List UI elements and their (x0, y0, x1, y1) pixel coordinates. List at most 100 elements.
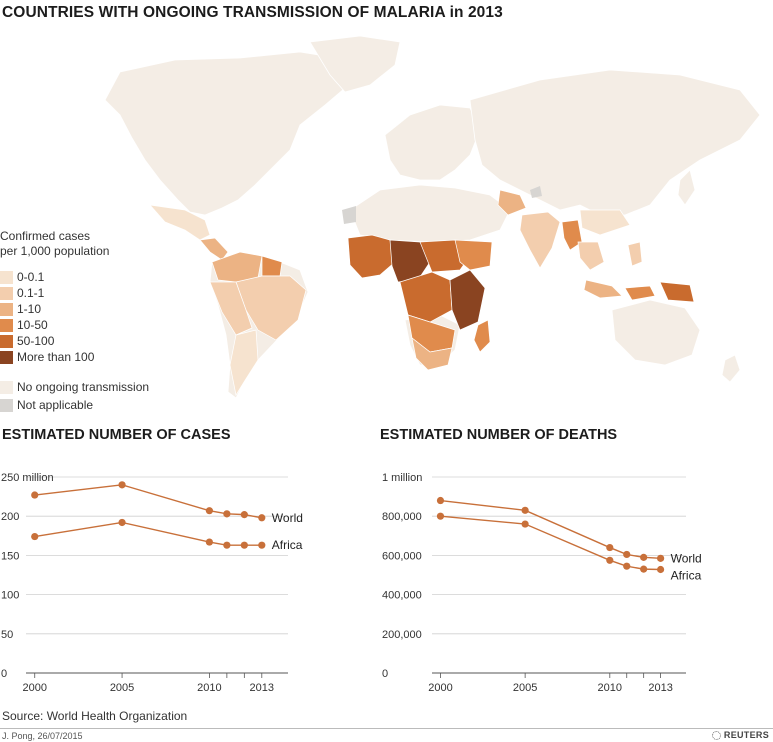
data-point (240, 511, 248, 519)
series-label-africa: Africa (272, 538, 303, 552)
china-south-shape (579, 209, 631, 236)
x-tick-label: 2000 (428, 682, 452, 694)
west-africa-shape (347, 234, 396, 279)
data-point (623, 562, 631, 570)
congo-basin-shape (399, 271, 453, 323)
x-tick-label: 2010 (598, 682, 622, 694)
philippines-shape (627, 241, 643, 267)
y-tick-label: 800,000 (382, 511, 422, 523)
legend-label: 10-50 (17, 318, 48, 332)
series-label-world: World (671, 551, 702, 565)
world-map-svg (104, 35, 761, 399)
india-shape (519, 211, 561, 269)
australia-shape (611, 299, 701, 366)
data-point (657, 554, 665, 562)
y-tick-label: 150 (1, 550, 19, 562)
north-america-shape (104, 51, 351, 216)
indonesia-east-shape (624, 285, 656, 301)
legend-swatch (0, 287, 13, 301)
legend-title-line1: Confirmed cases (0, 229, 91, 243)
east-africa-north-shape (454, 239, 493, 271)
x-tick-label: 2000 (22, 682, 46, 694)
legend-swatch (0, 271, 13, 285)
legend-swatch (0, 303, 13, 317)
legend-item: 1-10 (0, 302, 41, 317)
legend-swatch (0, 319, 13, 333)
data-point (657, 565, 665, 574)
x-tick-label: 2013 (648, 682, 672, 694)
guianas-shape (261, 255, 283, 277)
legend-label: No ongoing transmission (17, 380, 150, 394)
central-america-shape (199, 237, 229, 261)
not-applicable-region-2 (530, 186, 542, 198)
greenland-shape (309, 35, 401, 93)
legend-item: 10-50 (0, 318, 48, 333)
legend-label: 0-0.1 (17, 270, 45, 284)
europe-shape (384, 104, 481, 181)
not-applicable-region (342, 206, 356, 224)
indonesia-west-shape (583, 279, 623, 299)
data-point (606, 556, 614, 564)
legend-title-line2: per 1,000 population (0, 244, 110, 258)
data-point (31, 532, 39, 541)
new-zealand-shape (721, 354, 741, 383)
myanmar-shape (561, 219, 583, 251)
series-label-world: World (272, 511, 303, 525)
world-map: Confirmed cases per 1,000 population 0-0… (0, 30, 773, 413)
deaths-chart-title: ESTIMATED NUMBER OF DEATHS (380, 427, 618, 443)
data-point (606, 543, 614, 552)
data-point (623, 550, 631, 559)
east-africa-south-shape (449, 269, 486, 331)
peru-bolivia-shape (209, 281, 253, 336)
legend-label: 50-100 (17, 334, 55, 348)
japan-shape (677, 169, 696, 206)
legend-item: 0.1-1 (0, 286, 44, 301)
source-note: Source: World Health Organization (2, 709, 188, 723)
legend-label: Not applicable (17, 398, 94, 412)
data-point (118, 518, 126, 527)
legend-label: More than 100 (17, 350, 95, 364)
reuters-brand: REUTERS (723, 730, 769, 740)
data-point (640, 553, 648, 561)
data-point (223, 510, 231, 518)
data-point (436, 496, 445, 505)
brazil-shape (235, 275, 307, 341)
y-tick-label: 0 (382, 668, 388, 680)
y-tick-label: 100 (1, 590, 19, 602)
data-point (521, 506, 529, 514)
cases-chart: 0 50 100 150 200 250 million 2000 2005 2010 2013 W… (0, 455, 320, 710)
y-tick-label: 600,000 (382, 550, 422, 562)
data-point (436, 512, 445, 520)
x-tick-label: 2005 (513, 682, 537, 694)
legend-swatch (0, 351, 13, 365)
data-point (223, 541, 231, 549)
x-tick-label: 2005 (110, 682, 134, 694)
legend-swatch (0, 335, 13, 349)
legend-swatch (0, 381, 13, 395)
y-tick-label: 200,000 (382, 629, 422, 641)
legend-item: 0-0.1 (0, 270, 45, 285)
data-point (205, 507, 213, 515)
data-point (205, 538, 213, 546)
map-title: COUNTRIES WITH ONGOING TRANSMISSION OF M… (2, 4, 503, 21)
north-africa-shape (349, 184, 511, 243)
x-tick-label: 2010 (197, 682, 221, 694)
credit-line: J. Pong, 26/07/2015 (2, 731, 83, 741)
footer-divider (0, 728, 773, 729)
argentina-shape (229, 329, 259, 396)
se-asia-shape (577, 241, 605, 271)
data-point (240, 541, 248, 549)
deaths-chart-svg: 0 200,000 400,000 600,000 800,000 1 million 20… (382, 472, 702, 694)
y-tick-label: 50 (1, 629, 13, 641)
madagascar-shape (473, 319, 491, 353)
x-tick-label: 2013 (250, 682, 274, 694)
data-point (640, 565, 648, 573)
reuters-logo: REUTERS (711, 730, 769, 740)
series-line-world (440, 499, 661, 560)
y-tick-label: 200 (1, 511, 19, 523)
data-point (31, 491, 39, 499)
data-point (258, 514, 266, 522)
reuters-icon (711, 731, 721, 740)
map-legend: Confirmed cases per 1,000 population 0-0… (0, 229, 149, 413)
series-line-africa (440, 515, 661, 571)
